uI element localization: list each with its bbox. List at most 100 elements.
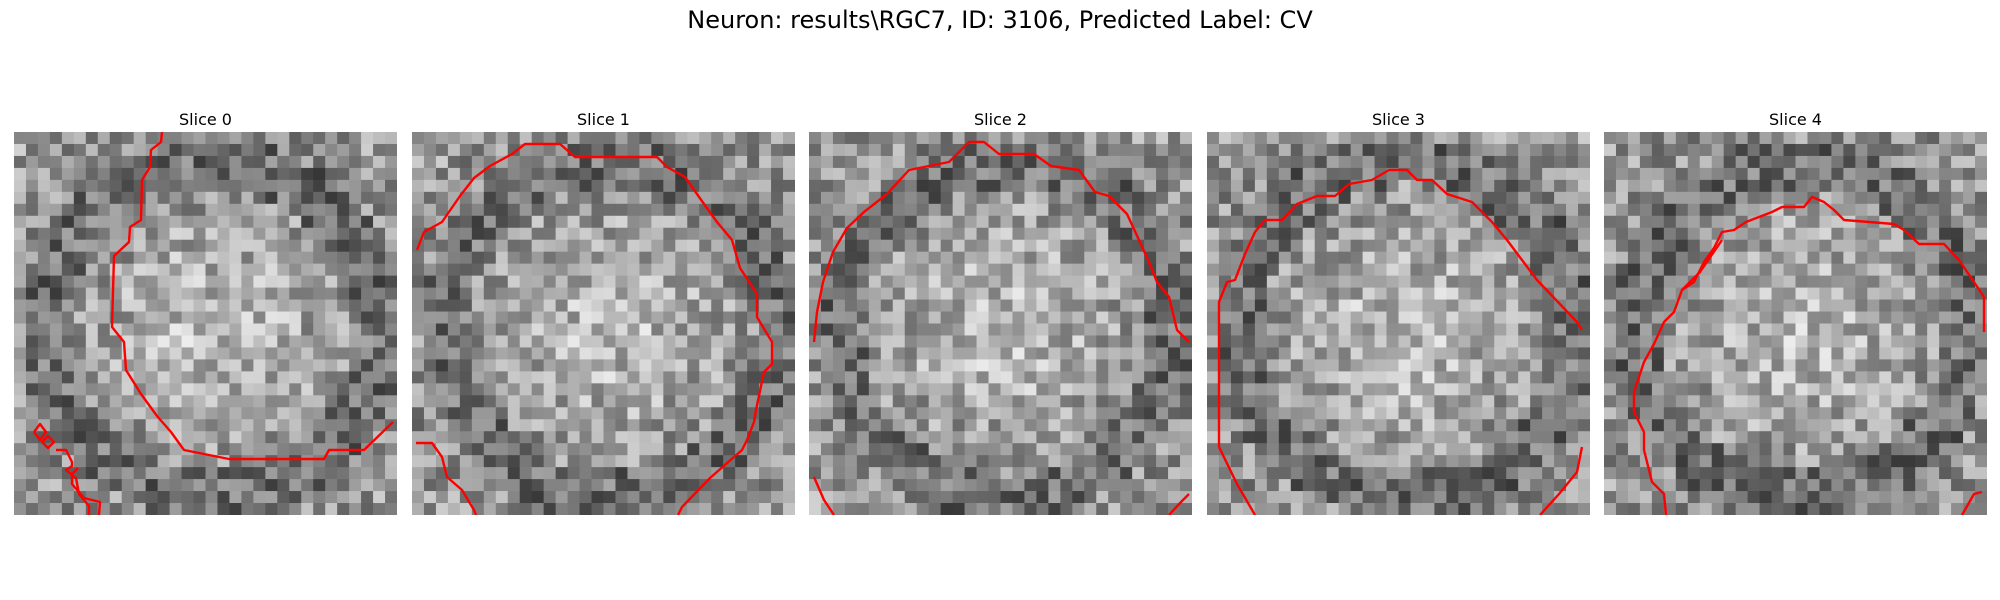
pixel xyxy=(1386,275,1400,289)
pixel xyxy=(1278,467,1292,480)
pixel xyxy=(1819,179,1833,193)
pixel xyxy=(1254,155,1268,169)
pixel xyxy=(1096,299,1109,313)
pixel xyxy=(591,359,605,372)
pixel xyxy=(988,419,1002,432)
pixel xyxy=(1951,359,1964,372)
pixel xyxy=(1350,287,1364,301)
pixel xyxy=(217,239,231,253)
pixel xyxy=(1651,335,1665,349)
pixel xyxy=(1048,287,1061,301)
pixel xyxy=(952,311,966,325)
pixel xyxy=(591,467,605,480)
pixel xyxy=(97,491,111,504)
pixel xyxy=(771,143,784,157)
pixel xyxy=(1723,299,1737,313)
pixel xyxy=(1278,239,1292,253)
pixel xyxy=(663,479,676,492)
pixel xyxy=(1915,347,1928,361)
pixel xyxy=(1855,239,1868,253)
pixel xyxy=(1326,227,1340,241)
pixel xyxy=(1458,455,1471,468)
pixel xyxy=(1759,383,1773,396)
pixel xyxy=(1506,191,1519,205)
pixel xyxy=(373,323,386,337)
pixel xyxy=(844,479,858,492)
pixel xyxy=(1747,239,1761,253)
pixel xyxy=(373,287,386,301)
pixel xyxy=(483,467,497,480)
pixel xyxy=(639,359,652,372)
pixel xyxy=(447,155,461,169)
pixel xyxy=(675,155,688,169)
pixel xyxy=(699,167,712,181)
pixel xyxy=(1807,143,1821,157)
pixel xyxy=(1615,275,1629,289)
pixel xyxy=(1000,455,1014,468)
pixel xyxy=(759,239,772,253)
pixel xyxy=(121,132,135,145)
pixel xyxy=(1759,395,1773,408)
pixel xyxy=(1879,263,1892,277)
pixel xyxy=(1180,143,1192,157)
pixel xyxy=(579,491,593,504)
pixel xyxy=(1855,323,1868,337)
pixel xyxy=(61,132,75,145)
pixel xyxy=(856,491,870,504)
pixel xyxy=(435,275,449,289)
pixel xyxy=(205,155,219,169)
pixel xyxy=(1783,275,1797,289)
pixel xyxy=(892,419,906,432)
pixel xyxy=(603,251,617,265)
pixel xyxy=(1530,203,1543,217)
pixel xyxy=(699,467,712,480)
pixel xyxy=(809,167,822,181)
pixel xyxy=(229,395,243,408)
pixel xyxy=(591,251,605,265)
pixel xyxy=(1494,335,1507,349)
pixel xyxy=(1180,347,1192,361)
pixel xyxy=(1326,359,1340,372)
pixel xyxy=(1615,132,1629,145)
pixel xyxy=(229,359,243,372)
pixel xyxy=(265,467,278,480)
pixel xyxy=(435,335,449,349)
pixel xyxy=(1096,491,1109,504)
pixel xyxy=(988,239,1002,253)
pixel xyxy=(459,263,473,277)
pixel xyxy=(1338,275,1352,289)
pixel xyxy=(1132,251,1145,265)
pixel xyxy=(1506,431,1519,444)
pixel xyxy=(1374,179,1388,193)
pixel xyxy=(976,287,990,301)
pixel xyxy=(940,455,954,468)
pixel xyxy=(1290,263,1304,277)
pixel xyxy=(964,215,978,229)
pixel xyxy=(277,143,290,157)
pixel xyxy=(880,347,894,361)
pixel xyxy=(952,395,966,408)
pixel xyxy=(85,419,99,432)
pixel xyxy=(880,251,894,265)
pixel xyxy=(1651,179,1665,193)
pixel xyxy=(1350,311,1364,325)
pixel xyxy=(759,287,772,301)
pixel xyxy=(1000,215,1014,229)
pixel xyxy=(699,335,712,349)
pixel xyxy=(1530,443,1543,456)
pixel xyxy=(325,383,338,396)
pixel xyxy=(1939,359,1952,372)
pixel xyxy=(1422,431,1436,444)
pixel xyxy=(495,132,509,145)
pixel xyxy=(97,132,111,145)
pixel xyxy=(687,275,700,289)
pixel xyxy=(543,371,557,384)
pixel xyxy=(1350,167,1364,181)
pixel xyxy=(1120,371,1133,384)
pixel xyxy=(229,155,243,169)
pixel xyxy=(217,419,231,432)
pixel xyxy=(1867,371,1880,384)
pixel xyxy=(1639,335,1653,349)
pixel xyxy=(1048,467,1061,480)
pixel xyxy=(832,287,846,301)
